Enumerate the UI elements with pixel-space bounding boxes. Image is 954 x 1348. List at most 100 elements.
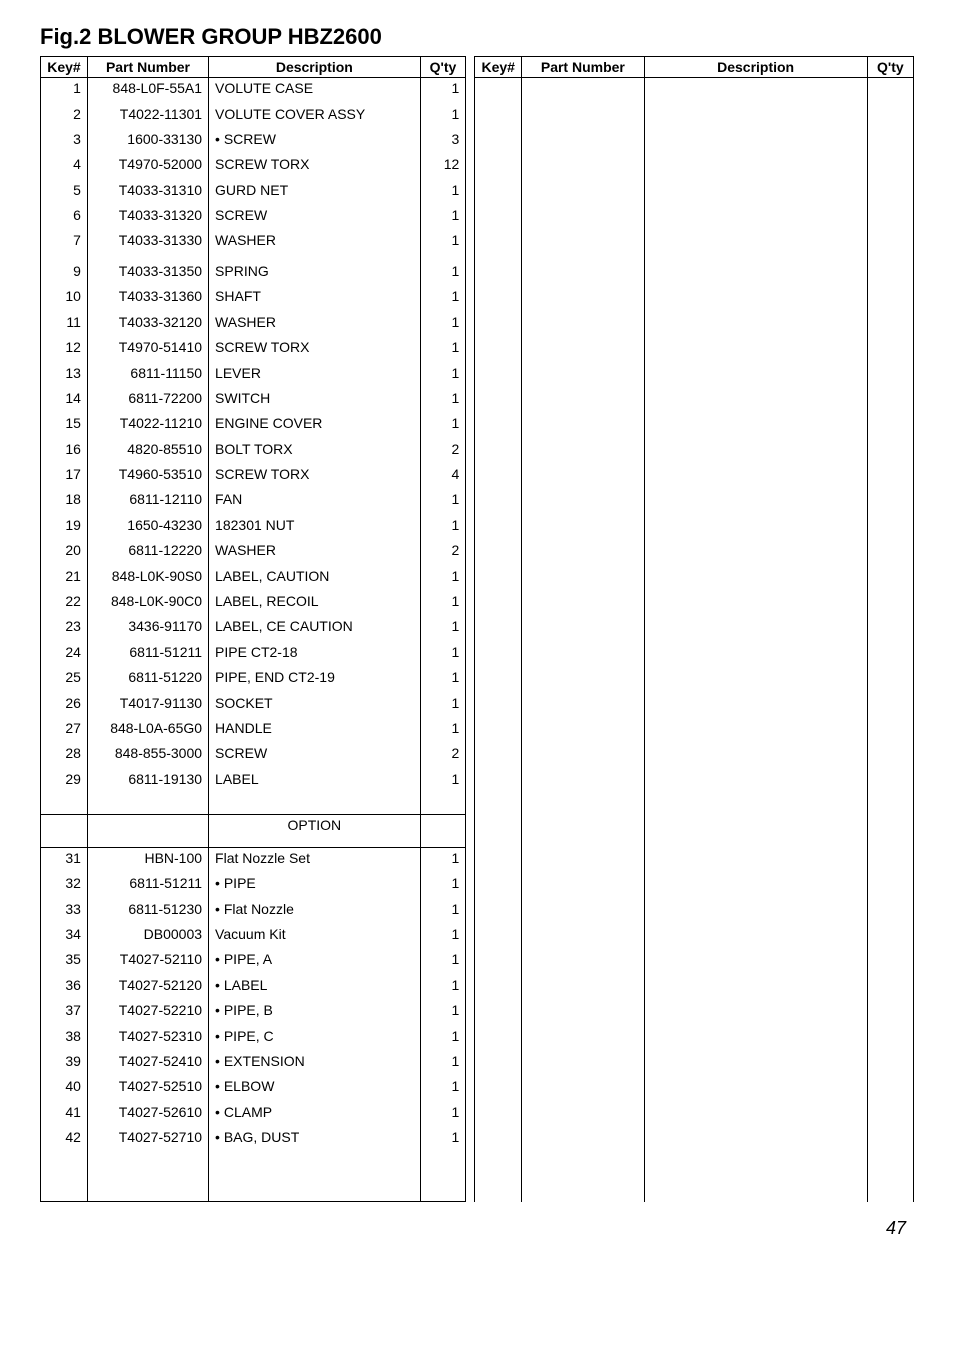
page-title: Fig.2 BLOWER GROUP HBZ2600 [40,24,914,50]
col-part-number: Part Number [522,57,644,78]
cell-description: SCREW [209,205,421,230]
cell-key: 1 [41,78,88,104]
cell-description: • Flat Nozzle [209,899,421,924]
cell-part-number: 6811-19130 [87,769,208,795]
cell-qty: 1 [420,489,466,514]
cell-description: SOCKET [209,693,421,718]
cell-qty: 4 [420,464,466,489]
cell-key: 42 [41,1127,88,1153]
cell-qty: 1 [420,388,466,413]
cell-qty: 1 [420,566,466,591]
cell-part-number: 3436-91170 [87,616,208,641]
cell-key: 23 [41,616,88,641]
table-row: 35T4027-52110• PIPE, A1 [41,949,466,974]
table-row [41,794,466,815]
cell-part-number: T4033-31310 [87,180,208,205]
col-description: Description [209,57,421,78]
table-row: 7T4033-31330WASHER1 [41,230,466,255]
table-row: 5T4033-31310GURD NET1 [41,180,466,205]
col-key: Key# [475,57,522,78]
cell-description: • SCREW [209,129,421,154]
table-row: 12T4970-51410SCREW TORX1 [41,337,466,362]
table-row: 336811-51230• Flat Nozzle1 [41,899,466,924]
cell-part-number: T4033-31320 [87,205,208,230]
cell-description: • CLAMP [209,1102,421,1127]
cell-part-number: 6811-12220 [87,540,208,565]
cell-qty: 1 [420,1127,466,1153]
cell-key: 6 [41,205,88,230]
table-row: 186811-12110FAN1 [41,489,466,514]
cell-description: SWITCH [209,388,421,413]
cell-description: LABEL [209,769,421,795]
cell-key: 35 [41,949,88,974]
cell-part-number: T4027-52310 [87,1026,208,1051]
cell-key: 5 [41,180,88,205]
cell-description: • PIPE [209,873,421,898]
cell-part-number: T4033-31330 [87,230,208,255]
cell-description: WASHER [209,230,421,255]
cell-description: • PIPE, B [209,1000,421,1025]
cell-part-number: 6811-51211 [87,873,208,898]
cell-qty: 1 [420,949,466,974]
cell-part-number: HBN-100 [87,847,208,873]
cell-key: 31 [41,847,88,873]
cell-key: 37 [41,1000,88,1025]
cell-description: Vacuum Kit [209,924,421,949]
cell-key: 40 [41,1076,88,1101]
cell-qty: 3 [420,129,466,154]
cell-key: 20 [41,540,88,565]
cell-qty: 1 [420,873,466,898]
cell-description: • PIPE, A [209,949,421,974]
col-part-number: Part Number [87,57,208,78]
cell-description: WASHER [209,312,421,337]
cell-qty: 2 [420,439,466,464]
cell-description: LEVER [209,363,421,388]
cell-key: 12 [41,337,88,362]
cell-qty: 1 [420,230,466,255]
cell-part-number: T4027-52710 [87,1127,208,1153]
cell-key: 29 [41,769,88,795]
table-row: 164820-85510BOLT TORX2 [41,439,466,464]
table-row: 15T4022-11210ENGINE COVER1 [41,413,466,438]
cell-part-number: 848-855-3000 [87,743,208,768]
table-row: 4T4970-52000SCREW TORX12 [41,154,466,179]
cell-part-number: T4027-52510 [87,1076,208,1101]
table-row: 31HBN-100Flat Nozzle Set1 [41,847,466,873]
col-qty: Q'ty [420,57,466,78]
cell-part-number: T4970-51410 [87,337,208,362]
cell-qty: 1 [420,1102,466,1127]
cell-key: 14 [41,388,88,413]
cell-qty: 1 [420,515,466,540]
parts-table-left: Key# Part Number Description Q'ty 1848-L… [40,56,466,1202]
cell-part-number: 848-L0K-90C0 [87,591,208,616]
table-row: 6T4033-31320SCREW1 [41,205,466,230]
table-row: 31600-33130• SCREW3 [41,129,466,154]
cell-part-number: T4970-52000 [87,154,208,179]
cell-part-number: T4022-11301 [87,104,208,129]
cell-part-number: DB00003 [87,924,208,949]
cell-key: 4 [41,154,88,179]
cell-key: 15 [41,413,88,438]
cell-qty: 1 [420,975,466,1000]
cell-description: • LABEL [209,975,421,1000]
table-row: 233436-91170LABEL, CE CAUTION1 [41,616,466,641]
cell-key: 7 [41,230,88,255]
table-header-row: Key# Part Number Description Q'ty [41,57,466,78]
cell-part-number: T4033-31360 [87,286,208,311]
cell-part-number: 848-L0A-65G0 [87,718,208,743]
cell-qty: 1 [420,693,466,718]
cell-description: • EXTENSION [209,1051,421,1076]
cell-key: 32 [41,873,88,898]
cell-part-number: T4017-91130 [87,693,208,718]
cell-description: LABEL, CE CAUTION [209,616,421,641]
cell-qty: 1 [420,1000,466,1025]
cell-part-number: 6811-72200 [87,388,208,413]
table-row: 2T4022-11301VOLUTE COVER ASSY1 [41,104,466,129]
cell-qty: 1 [420,286,466,311]
cell-part-number: T4027-52120 [87,975,208,1000]
cell-part-number: 1600-33130 [87,129,208,154]
table-row: 9T4033-31350SPRING1 [41,261,466,286]
cell-description: BOLT TORX [209,439,421,464]
cell-part-number: 848-L0F-55A1 [87,78,208,104]
cell-key: 24 [41,642,88,667]
